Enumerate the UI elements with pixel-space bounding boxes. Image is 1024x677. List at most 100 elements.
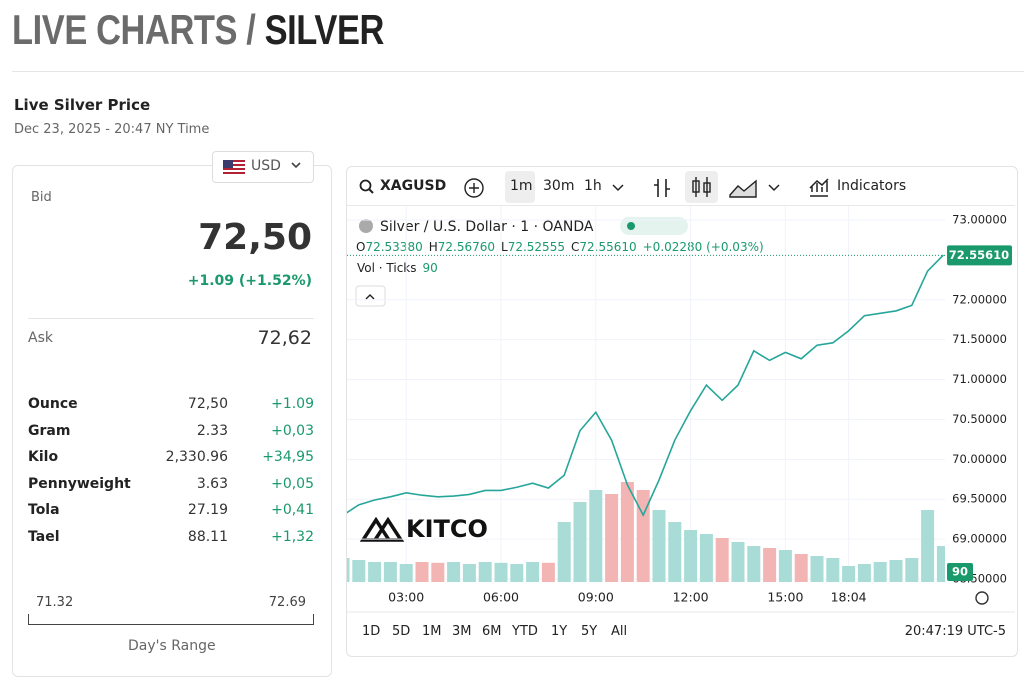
volume-bar: [905, 558, 919, 582]
ask-price: 72,62: [257, 327, 312, 349]
ohlc-key: O: [356, 240, 365, 254]
unit-name: Kilo: [28, 449, 59, 466]
title-main: SILVER: [264, 6, 385, 53]
ohlc-change: +0.02280 (+0.03%): [643, 240, 764, 254]
interval[interactable]: 1h: [584, 178, 602, 194]
ohlc-key: C: [571, 240, 579, 254]
volume-bar: [573, 502, 587, 582]
price-chart: Silver / U.S. Dollar · 1 · OANDA O72.533…: [347, 206, 1015, 613]
unit-price: 2,330.96: [165, 449, 228, 466]
y-tick-label: 69.50000: [952, 492, 1007, 506]
watermark: KITCO: [406, 515, 488, 543]
bars-icon[interactable]: [652, 177, 672, 199]
unit-name: Tola: [28, 502, 60, 519]
range-button[interactable]: 6M: [482, 624, 502, 639]
area-icon[interactable]: [729, 178, 757, 198]
volume-label: Vol · Ticks: [357, 261, 417, 275]
x-tick-label: 15:00: [767, 590, 803, 605]
unit-name: Gram: [28, 422, 71, 439]
chevron[interactable]: [768, 184, 780, 192]
price-line: [347, 254, 944, 518]
ohlc-value: 72.53380: [365, 240, 422, 254]
range-label: Day's Range: [128, 638, 216, 654]
range-button[interactable]: 1Y: [551, 624, 568, 639]
chart-legend: Silver / U.S. Dollar · 1 · OANDA: [380, 219, 594, 235]
range-button[interactable]: 5D: [392, 624, 411, 639]
divider: [28, 318, 314, 319]
settings-icon[interactable]: [975, 591, 989, 605]
bid-label: Bid: [31, 190, 52, 205]
unit-change: +0,05: [271, 475, 314, 492]
x-tick-label: 09:00: [578, 590, 614, 605]
search-icon: [359, 179, 374, 194]
y-tick-label: 70.00000: [952, 452, 1007, 466]
symbol[interactable]: XAGUSD: [380, 178, 447, 194]
ohlc-key: L: [501, 240, 508, 254]
x-tick-label: 12:00: [673, 590, 709, 605]
unit-change: +1.09: [271, 396, 314, 412]
status-dot: [627, 222, 635, 230]
ohlc-key: H: [429, 240, 438, 254]
range-button[interactable]: 5Y: [581, 624, 598, 639]
volume-bar: [447, 562, 461, 582]
price-tag-label: 72.55610: [949, 248, 1009, 262]
range-low: 71.32: [36, 595, 74, 610]
unit-price: 27.19: [187, 502, 228, 519]
range-high: 72.69: [268, 595, 306, 610]
unit-name: Tael: [28, 529, 60, 545]
currency: USD: [251, 158, 281, 174]
divider: [347, 205, 1015, 206]
volume-bar: [415, 562, 429, 582]
y-tick-label: 70.50000: [952, 412, 1007, 426]
volume-bar: [399, 564, 413, 582]
title-prefix: LIVE CHARTS /: [12, 6, 256, 53]
section-title: Live Silver Price: [14, 96, 151, 114]
y-tick-label: 73.00000: [952, 212, 1007, 226]
volume-bar: [620, 482, 634, 582]
bid-price: 72,50: [198, 217, 312, 258]
volume-bar: [605, 494, 619, 582]
candles-active[interactable]: [685, 171, 718, 203]
volume-bar: [526, 562, 540, 582]
y-tick-label: 72.00000: [952, 292, 1007, 306]
y-tick-label: 69.00000: [952, 532, 1007, 546]
interval[interactable]: 30m: [543, 178, 575, 194]
range-button[interactable]: YTD: [512, 624, 538, 639]
chevron[interactable]: [612, 184, 624, 192]
interval[interactable]: 1m: [510, 178, 533, 194]
volume-tag-label: 90: [952, 565, 968, 579]
unit-price: 2.33: [196, 422, 228, 439]
range-button[interactable]: All: [611, 624, 628, 639]
bid-change: +1.09 (+1.52%): [187, 273, 312, 289]
chevron: [291, 162, 301, 169]
ohlc-value: 72.55610: [579, 240, 636, 254]
price-tag: [947, 245, 1012, 266]
clock: 20:47:19 UTC-5: [904, 624, 1006, 639]
indicators[interactable]: Indicators: [837, 178, 907, 194]
collapse-icon: [365, 294, 375, 300]
volume-bar: [510, 564, 524, 582]
volume-bar: [368, 562, 382, 582]
currency-select[interactable]: USD: [212, 151, 314, 183]
volume-bar: [889, 560, 903, 582]
volume-bar: [383, 562, 397, 582]
page-title: LIVE CHARTS / SILVER: [12, 6, 384, 54]
volume-bar: [478, 562, 492, 582]
volume-bar: [636, 490, 650, 582]
y-tick-label: 71.50000: [952, 332, 1007, 346]
ask-label: Ask: [28, 330, 53, 346]
kitco-logo: [359, 516, 405, 542]
add-button[interactable]: [463, 177, 485, 199]
range-button[interactable]: 1D: [362, 624, 381, 639]
indicators-icon[interactable]: [808, 176, 830, 198]
volume-bar: [589, 490, 603, 582]
range-button[interactable]: 1M: [422, 624, 442, 639]
x-tick-label: 06:00: [483, 590, 519, 605]
volume-bar: [778, 550, 792, 582]
volume-bar: [352, 560, 366, 582]
volume-bar: [684, 530, 698, 582]
interval-active: [505, 171, 535, 203]
volume-tag: [947, 563, 973, 581]
unit-change: +1,32: [271, 529, 314, 545]
range-button[interactable]: 3M: [452, 624, 472, 639]
